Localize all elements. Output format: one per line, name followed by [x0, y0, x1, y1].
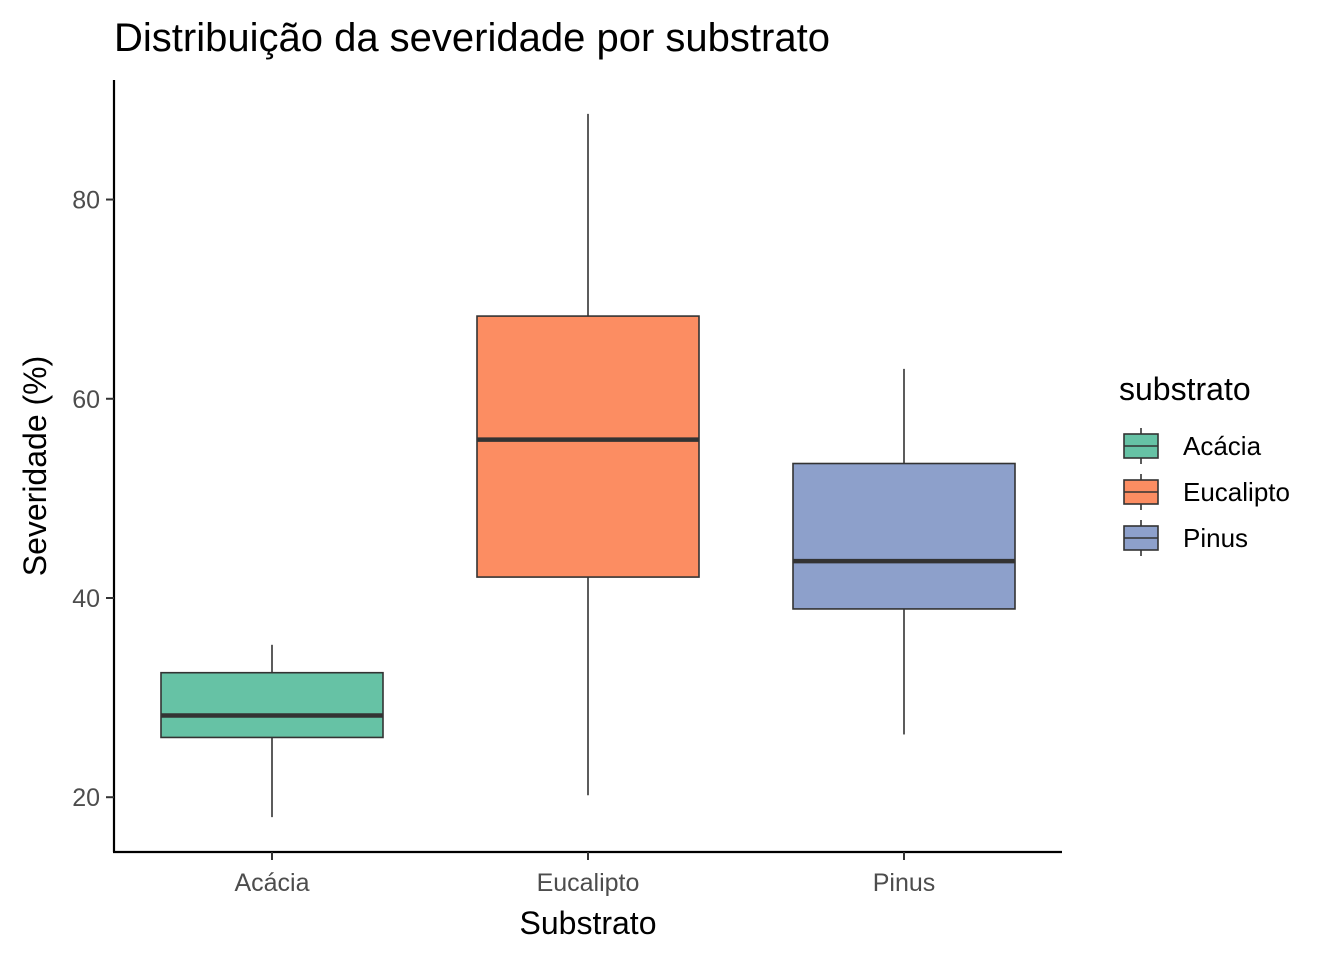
box-iqr [160, 671, 384, 739]
y-tick-label: 40 [72, 585, 100, 613]
box-group [792, 368, 1016, 735]
legend-label: Acácia [1183, 431, 1262, 461]
box-group [160, 644, 384, 818]
y-tick-label: 60 [72, 386, 100, 414]
x-tick-label: Acácia [234, 869, 309, 897]
y-axis-ticks: 20 40 60 80 [72, 187, 114, 812]
box-iqr [792, 462, 1016, 610]
legend-title: substrato [1119, 371, 1251, 407]
plot-area [160, 113, 1016, 818]
x-tick-label: Pinus [873, 869, 936, 897]
x-tick-label: Eucalipto [537, 869, 640, 897]
legend-label: Pinus [1183, 523, 1248, 553]
box-group [476, 113, 700, 796]
x-axis-ticks: Acácia Eucalipto Pinus [234, 852, 935, 897]
legend-label: Eucalipto [1183, 477, 1290, 507]
legend-item: Eucalipto [1123, 474, 1290, 510]
y-tick-label: 80 [72, 187, 100, 215]
legend-item: Acácia [1123, 428, 1262, 464]
box-iqr [476, 315, 700, 578]
y-tick-label: 20 [72, 784, 100, 812]
y-axis-title: Severidade (%) [17, 356, 53, 577]
legend-item: Pinus [1123, 520, 1248, 556]
x-axis-title: Substrato [520, 905, 657, 941]
legend: substrato Acácia Eucalipto Pinus [1119, 371, 1290, 556]
chart-title: Distribuição da severidade por substrato [114, 16, 830, 60]
